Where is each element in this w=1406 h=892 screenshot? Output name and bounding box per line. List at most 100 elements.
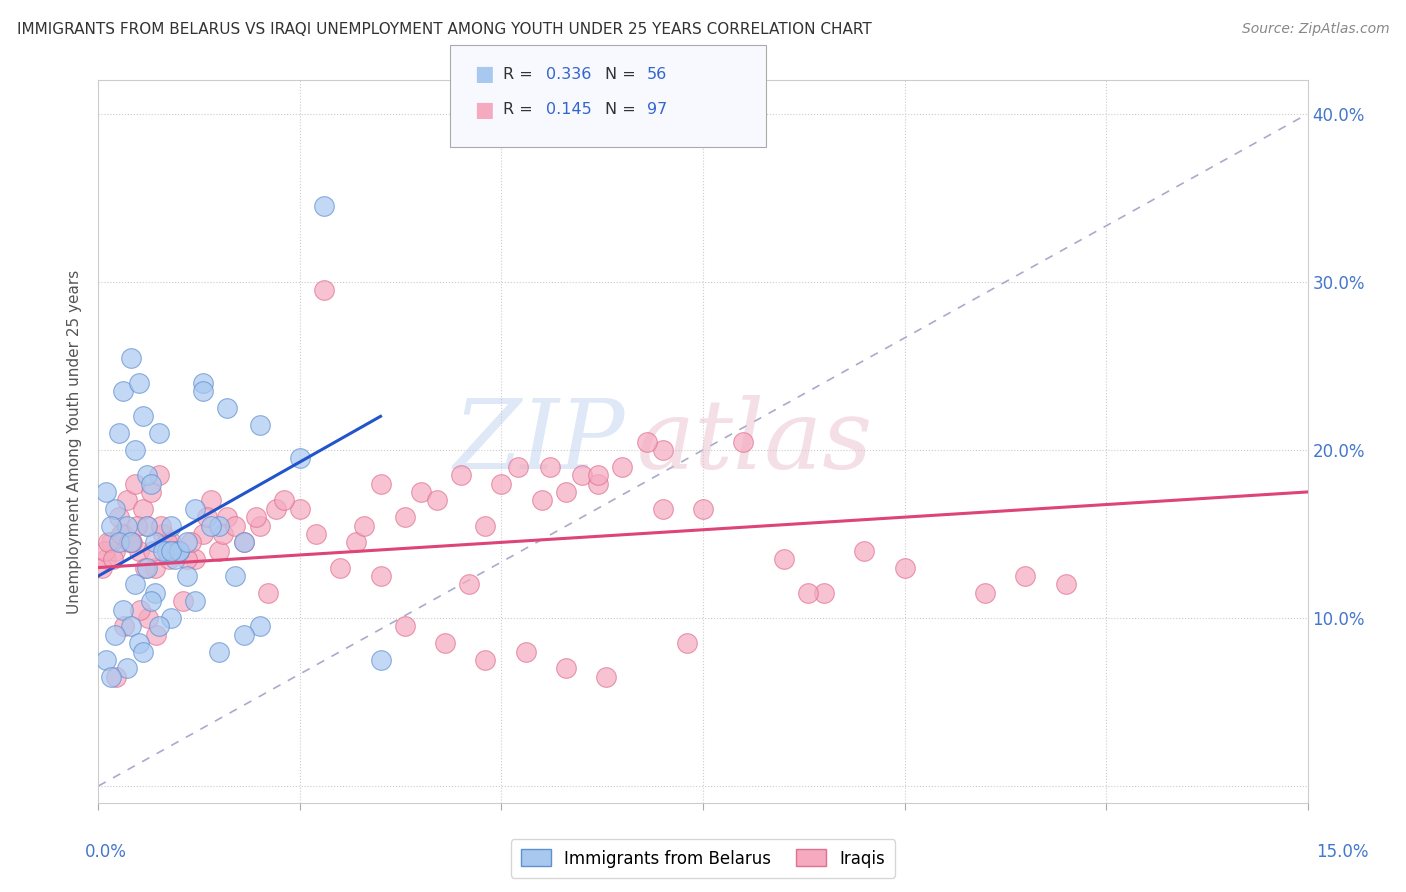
Immigrants from Belarus [120, 619, 142, 633]
Iraqis [530, 493, 553, 508]
Immigrants from Belarus [124, 577, 146, 591]
Iraqis [176, 552, 198, 566]
Immigrants from Belarus [249, 619, 271, 633]
Immigrants from Belarus [135, 560, 157, 574]
Iraqis [249, 518, 271, 533]
Iraqis [94, 543, 117, 558]
Text: R =: R = [503, 103, 538, 117]
Immigrants from Belarus [160, 518, 183, 533]
Iraqis [595, 670, 617, 684]
Iraqis [124, 476, 146, 491]
Immigrants from Belarus [143, 586, 166, 600]
Iraqis [515, 644, 537, 658]
Text: 15.0%: 15.0% [1316, 843, 1369, 861]
Iraqis [121, 535, 143, 549]
Iraqis [160, 535, 183, 549]
Iraqis [195, 510, 218, 524]
Text: 0.145: 0.145 [546, 103, 592, 117]
Iraqis [555, 485, 578, 500]
Iraqis [200, 493, 222, 508]
Immigrants from Belarus [217, 401, 239, 415]
Text: IMMIGRANTS FROM BELARUS VS IRAQI UNEMPLOYMENT AMONG YOUTH UNDER 25 YEARS CORRELA: IMMIGRANTS FROM BELARUS VS IRAQI UNEMPLO… [17, 22, 872, 37]
Iraqis [150, 518, 173, 533]
Iraqis [115, 493, 138, 508]
Iraqis [394, 619, 416, 633]
Iraqis [96, 552, 118, 566]
Iraqis [329, 560, 352, 574]
Immigrants from Belarus [208, 644, 231, 658]
Text: R =: R = [503, 67, 538, 81]
Text: 0.336: 0.336 [546, 67, 591, 81]
Iraqis [586, 476, 609, 491]
Iraqis [145, 628, 167, 642]
Iraqis [370, 569, 392, 583]
Iraqis [167, 543, 190, 558]
Iraqis [450, 468, 472, 483]
Iraqis [180, 535, 202, 549]
Iraqis [156, 535, 179, 549]
Iraqis [586, 468, 609, 483]
Immigrants from Belarus [176, 535, 198, 549]
Iraqis [245, 510, 267, 524]
Iraqis [612, 459, 634, 474]
Iraqis [166, 543, 188, 558]
Iraqis [110, 527, 132, 541]
Text: 97: 97 [647, 103, 666, 117]
Iraqis [129, 602, 152, 616]
Immigrants from Belarus [184, 594, 207, 608]
Text: ■: ■ [474, 100, 494, 120]
Iraqis [692, 501, 714, 516]
Immigrants from Belarus [111, 602, 134, 616]
Iraqis [135, 518, 157, 533]
Iraqis [651, 501, 673, 516]
Iraqis [217, 510, 239, 524]
Iraqis [101, 552, 124, 566]
Iraqis [353, 518, 375, 533]
Iraqis [97, 535, 120, 549]
Iraqis [100, 535, 122, 549]
Iraqis [148, 468, 170, 483]
Iraqis [163, 543, 186, 558]
Iraqis [91, 560, 114, 574]
Immigrants from Belarus [96, 485, 118, 500]
Iraqis [208, 543, 231, 558]
Immigrants from Belarus [111, 384, 134, 398]
Immigrants from Belarus [120, 535, 142, 549]
Iraqis [143, 560, 166, 574]
Iraqis [107, 510, 129, 524]
Text: ZIP: ZIP [453, 394, 624, 489]
Immigrants from Belarus [107, 426, 129, 441]
Immigrants from Belarus [128, 376, 150, 390]
Iraqis [224, 518, 246, 533]
Iraqis [111, 527, 134, 541]
Immigrants from Belarus [167, 543, 190, 558]
Iraqis [112, 619, 135, 633]
Immigrants from Belarus [167, 543, 190, 558]
Iraqis [853, 543, 876, 558]
Text: 56: 56 [647, 67, 666, 81]
Iraqis [273, 493, 295, 508]
Iraqis [105, 670, 128, 684]
Immigrants from Belarus [288, 451, 311, 466]
Immigrants from Belarus [124, 442, 146, 457]
Immigrants from Belarus [224, 569, 246, 583]
Iraqis [636, 434, 658, 449]
Immigrants from Belarus [156, 543, 179, 558]
Immigrants from Belarus [132, 644, 155, 658]
Iraqis [409, 485, 432, 500]
Iraqis [426, 493, 449, 508]
Iraqis [974, 586, 997, 600]
Iraqis [120, 535, 142, 549]
Immigrants from Belarus [132, 409, 155, 424]
Iraqis [103, 543, 125, 558]
Iraqis [232, 535, 254, 549]
Iraqis [474, 653, 496, 667]
Immigrants from Belarus [103, 628, 125, 642]
Iraqis [344, 535, 367, 549]
Immigrants from Belarus [200, 518, 222, 533]
Iraqis [118, 535, 141, 549]
Immigrants from Belarus [370, 653, 392, 667]
Iraqis [458, 577, 481, 591]
Iraqis [256, 586, 278, 600]
Immigrants from Belarus [232, 628, 254, 642]
